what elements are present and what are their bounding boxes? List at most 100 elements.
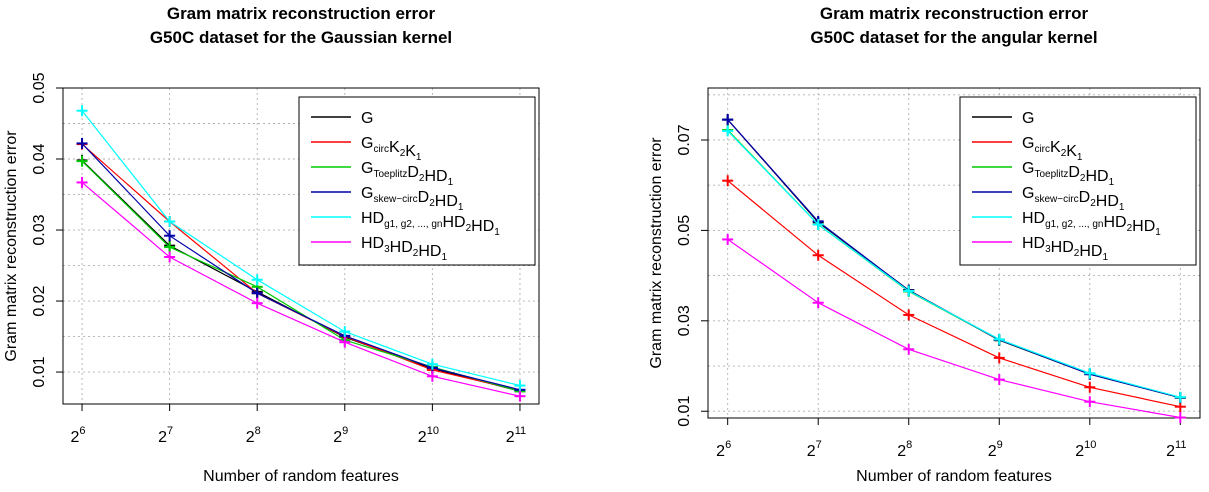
legend-label-part: G <box>361 185 373 202</box>
chart-title-line: Gram matrix reconstruction error <box>167 4 436 23</box>
x-tick-exponent: 11 <box>1175 439 1186 451</box>
legend-label-subscript: 2 <box>429 198 435 209</box>
legend-label-subscript: 3 <box>1045 244 1051 255</box>
series-6 <box>76 176 526 402</box>
legend-label-part: K <box>1066 143 1077 160</box>
data-point <box>1084 381 1096 393</box>
legend-label-part: HD <box>1132 218 1155 235</box>
x-tick-exponent: 7 <box>816 439 822 451</box>
legend-label-subscript: 3 <box>384 244 390 255</box>
legend-label-part: K <box>389 139 400 156</box>
legend-item: GToeplitzD2HD1 <box>311 160 454 188</box>
legend-box <box>959 96 1197 266</box>
legend-label-subscript: circ <box>373 144 389 155</box>
legend-label-part: HD <box>361 235 384 252</box>
x-tick-label: 26 <box>716 439 731 460</box>
data-point <box>903 309 915 321</box>
legend-label-part: HD <box>1103 214 1126 231</box>
legend-item: HDg1, g2, ..., gnHD2HD1 <box>972 210 1161 238</box>
data-point <box>903 285 915 297</box>
data-point <box>339 326 351 338</box>
series-6 <box>722 233 1186 424</box>
data-point <box>251 287 263 299</box>
legend-label-part: HD <box>1085 168 1108 185</box>
data-point <box>164 216 176 228</box>
series-line <box>727 238 1181 419</box>
data-point <box>426 370 438 382</box>
x-tick-exponent: 9 <box>342 425 348 437</box>
legend-label: G <box>1022 110 1034 127</box>
plot-frame <box>707 87 1201 419</box>
legend-label-part: D <box>407 164 419 181</box>
series-line <box>727 130 1181 398</box>
y-tick-label: 0.01 <box>676 396 693 427</box>
legend-label: GcircK2K1 <box>1022 135 1083 163</box>
x-tick-label: 27 <box>807 439 822 460</box>
legend-label: GToeplitzD2HD1 <box>361 160 454 188</box>
legend-label-part: K <box>1050 139 1061 156</box>
legend-label-subscript: g1, g2, ..., gn <box>384 219 442 230</box>
legend-label-subscript: 2 <box>1127 223 1133 234</box>
x-tick-base: 2 <box>1075 443 1084 460</box>
chart-title-line: G50C dataset for the angular kernel <box>810 28 1097 47</box>
x-tick-base: 2 <box>988 443 997 460</box>
data-point <box>514 380 526 392</box>
legend-label-part: G <box>1022 160 1034 177</box>
x-tick-base: 2 <box>71 429 80 446</box>
data-point <box>251 274 263 286</box>
legend-box <box>298 96 536 266</box>
legend-label-subscript: 2 <box>1090 198 1096 209</box>
legend-label-subscript: Toeplitz <box>373 169 407 180</box>
data-point <box>514 390 526 402</box>
legend-label-part: G <box>1022 135 1034 152</box>
legend-item: HD3HD2HD1 <box>972 235 1108 263</box>
legend-label-subscript: 1 <box>1077 152 1083 163</box>
legend-item: HD3HD2HD1 <box>311 235 447 263</box>
x-tick-label: 210 <box>1075 439 1096 460</box>
legend-label-subscript: 2 <box>419 173 425 184</box>
x-tick-label: 211 <box>506 425 526 446</box>
x-tick-exponent: 6 <box>725 439 731 451</box>
legend-label-part: D <box>1079 189 1091 206</box>
data-point <box>339 336 351 348</box>
legend-label-part: HD <box>442 214 465 231</box>
legend-item: G <box>311 110 373 127</box>
legend-label-subscript: 1 <box>448 177 454 188</box>
x-tick-label: 210 <box>418 425 439 446</box>
legend-label-subscript: 2 <box>1074 248 1080 259</box>
legend-label-subscript: 2 <box>413 248 419 259</box>
legend-label: HD3HD2HD1 <box>361 235 447 263</box>
x-tick-exponent: 8 <box>255 425 261 437</box>
x-tick-base: 2 <box>1166 443 1175 460</box>
x-tick-base: 2 <box>716 443 725 460</box>
data-point <box>722 175 734 187</box>
legend-label-subscript: skew−circ <box>1034 194 1078 205</box>
data-point <box>722 233 734 245</box>
legend-label-part: G <box>1022 110 1034 127</box>
chart-1: Gram matrix reconstruction error G50C dat… <box>3 4 540 485</box>
x-tick-base: 2 <box>897 443 906 460</box>
legend-label-part: HD <box>1022 235 1045 252</box>
legend-label: GToeplitzD2HD1 <box>1022 160 1115 188</box>
y-tick-label: 0.05 <box>676 215 693 246</box>
data-point <box>76 155 88 167</box>
legend-label-subscript: 2 <box>1061 148 1067 159</box>
legend: GGcircK2K1GToeplitzD2HD1Gskew−circD2HD1H… <box>959 96 1197 266</box>
legend-item: HDg1, g2, ..., gnHD2HD1 <box>311 210 500 238</box>
y-tick-label: 0.03 <box>676 305 693 336</box>
legend-label: HD3HD2HD1 <box>1022 235 1108 263</box>
x-tick-label: 29 <box>333 425 348 446</box>
x-tick-exponent: 8 <box>906 439 912 451</box>
x-tick-exponent: 7 <box>167 425 173 437</box>
data-point <box>426 358 438 370</box>
x-axis-label: Number of random features <box>203 468 399 485</box>
legend-label-part: HD <box>390 239 413 256</box>
data-point <box>1174 391 1186 403</box>
legend-item: GToeplitzD2HD1 <box>972 160 1115 188</box>
data-point <box>251 297 263 309</box>
legend-label: G <box>361 110 373 127</box>
data-point <box>903 343 915 355</box>
legend-item: G <box>972 110 1034 127</box>
data-point <box>76 176 88 188</box>
series-line <box>727 180 1181 408</box>
